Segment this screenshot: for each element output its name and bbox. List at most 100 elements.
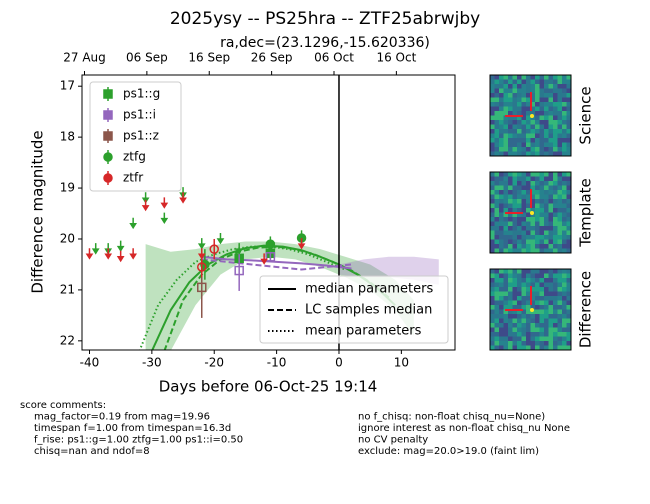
- pixel: [521, 318, 526, 323]
- pixel: [562, 323, 567, 328]
- pixel: [530, 199, 535, 204]
- pixel: [494, 296, 499, 301]
- pixel: [553, 97, 558, 102]
- pixel: [494, 226, 499, 231]
- pixel: [548, 106, 553, 111]
- pixel: [521, 226, 526, 231]
- pixel: [499, 212, 504, 217]
- pixel: [535, 278, 540, 283]
- pixel: [490, 79, 495, 84]
- pixel: [553, 203, 558, 208]
- pixel: [521, 190, 526, 195]
- pixel: [490, 151, 495, 156]
- pixel: [535, 203, 540, 208]
- pixel: [566, 296, 571, 301]
- upper-limit: [141, 192, 150, 204]
- pixel: [548, 102, 553, 107]
- pixel: [526, 327, 531, 332]
- pixel: [499, 217, 504, 222]
- pixel: [512, 269, 517, 274]
- pixel: [490, 323, 495, 328]
- pixel: [490, 248, 495, 253]
- chart-subtitle: ra,dec=(23.1296,-15.620336): [220, 35, 430, 51]
- pixel: [562, 97, 567, 102]
- pixel: [566, 287, 571, 292]
- pixel: [530, 314, 535, 319]
- pixel: [548, 151, 553, 156]
- pixel: [494, 190, 499, 195]
- pixel: [521, 230, 526, 235]
- marker: [265, 252, 276, 262]
- pixel: [521, 282, 526, 287]
- pixel: [562, 106, 567, 111]
- pixel: [539, 273, 544, 278]
- pixel: [553, 88, 558, 93]
- pixel: [521, 296, 526, 301]
- marker: [234, 265, 244, 276]
- panel-label: Template: [577, 178, 595, 247]
- pixel: [526, 129, 531, 134]
- pixel: [539, 300, 544, 305]
- pixel: [562, 133, 567, 138]
- pixel: [512, 212, 517, 217]
- pixel: [553, 185, 558, 190]
- pixel: [562, 147, 567, 152]
- pixel: [508, 151, 513, 156]
- pixel: [499, 235, 504, 240]
- pixel: [508, 327, 513, 332]
- pixel: [508, 345, 513, 350]
- upper-limit: [85, 248, 94, 260]
- pixel: [508, 124, 513, 129]
- pixel: [490, 208, 495, 213]
- pixel: [508, 273, 513, 278]
- pixel: [539, 194, 544, 199]
- pixel: [539, 124, 544, 129]
- pixel: [544, 102, 549, 107]
- pixel: [557, 244, 562, 249]
- pixel: [566, 84, 571, 89]
- pixel: [535, 102, 540, 107]
- pixel: [526, 332, 531, 337]
- pixel: [566, 221, 571, 226]
- pixel: [490, 75, 495, 80]
- pixel: [490, 194, 495, 199]
- pixel: [526, 309, 531, 314]
- pixel: [562, 120, 567, 125]
- comment: no f_chisq: non-float chisq_nu=None): [358, 412, 545, 423]
- pixel: [499, 75, 504, 80]
- top-tick-label: 16 Oct: [376, 51, 416, 65]
- pixel: [517, 172, 522, 177]
- pixel: [557, 226, 562, 231]
- pixel: [512, 88, 517, 93]
- pixel: [494, 327, 499, 332]
- pixel: [503, 111, 508, 116]
- pixel: [517, 93, 522, 98]
- pixel: [512, 327, 517, 332]
- pixel: [517, 269, 522, 274]
- pixel: [566, 185, 571, 190]
- pixel: [544, 151, 549, 156]
- pixel: [557, 248, 562, 253]
- pixel: [508, 138, 513, 143]
- pixel: [517, 291, 522, 296]
- pixel: [503, 235, 508, 240]
- pixel: [503, 190, 508, 195]
- pixel: [508, 84, 513, 89]
- pixel: [494, 93, 499, 98]
- pixel: [503, 93, 508, 98]
- pixel: [535, 327, 540, 332]
- pixel: [526, 273, 531, 278]
- pixel: [548, 133, 553, 138]
- pixel: [526, 106, 531, 111]
- pixel: [562, 199, 567, 204]
- pixel: [499, 318, 504, 323]
- pixel: [490, 138, 495, 143]
- pixel: [544, 172, 549, 177]
- comment: mag_factor=0.19 from mag=19.96: [34, 412, 210, 423]
- pixel: [499, 97, 504, 102]
- pixel: [517, 176, 522, 181]
- x-tick-label: 10: [394, 356, 409, 370]
- pixel: [566, 124, 571, 129]
- pixel: [562, 203, 567, 208]
- pixel: [539, 181, 544, 186]
